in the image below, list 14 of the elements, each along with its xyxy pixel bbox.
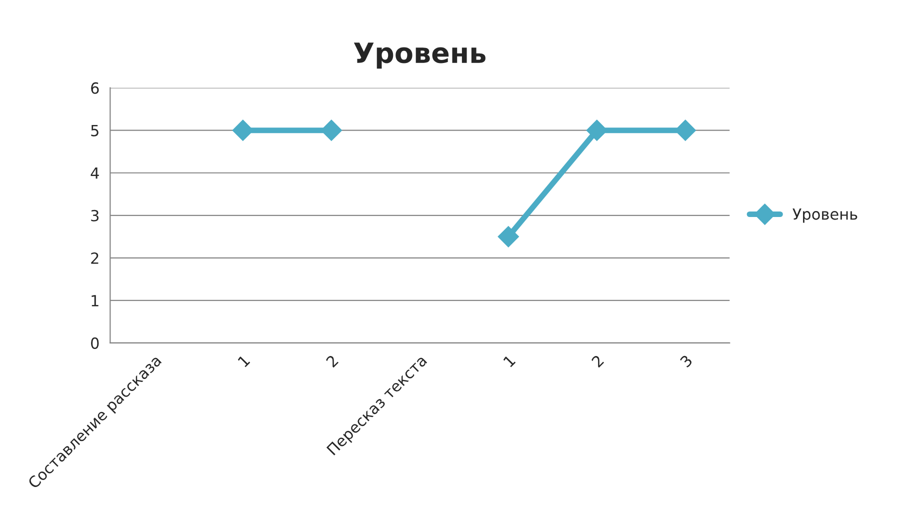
chart-title: Уровень (354, 42, 486, 69)
y-tick-label: 0 (91, 337, 99, 349)
y-tick-label: 6 (91, 82, 99, 94)
legend-label: Уровень (792, 208, 858, 223)
y-tick-label: 3 (91, 210, 99, 222)
y-tick-label: 5 (91, 125, 98, 136)
y-tick-label: 4 (90, 168, 99, 179)
y-tick-label: 1 (92, 295, 98, 306)
x-tick-label: 1 (503, 354, 516, 368)
x-tick-label: 3 (680, 354, 693, 368)
x-tick-label: 1 (238, 354, 250, 368)
x-tick-label: 2 (326, 354, 339, 368)
y-tick-label: 2 (91, 252, 98, 264)
x-tick-label: 2 (590, 354, 604, 368)
